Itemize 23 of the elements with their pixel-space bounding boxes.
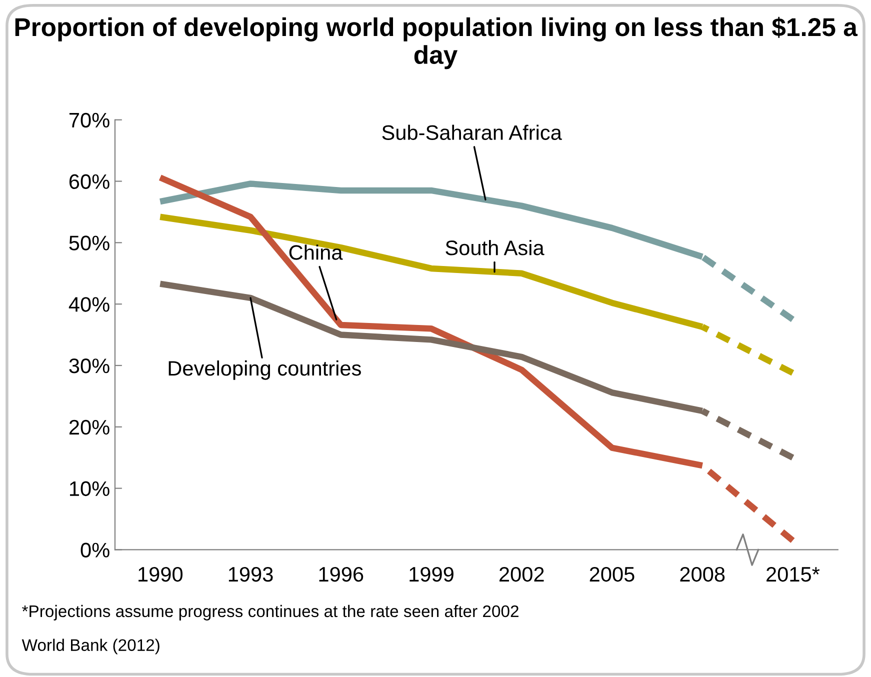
x-tick-label: 2015* (766, 566, 820, 582)
series-label: Developing countries (168, 360, 361, 380)
text: *Projections assume progress continues at the rate seen after 2002 (22, 604, 518, 620)
text: World Bank (2012) (22, 638, 160, 654)
y-tick-label: 70% (69, 112, 110, 128)
x-tick-label: 1993 (228, 566, 273, 582)
series-label: China (289, 244, 343, 260)
x-tick-label: 1996 (319, 566, 364, 582)
text: Sub-Saharan Africa (382, 124, 562, 140)
chart-title: Proportion of developing world population living on less than $1.25 a day (15, 16, 858, 70)
x-tick-label: 1990 (138, 566, 183, 582)
x-tick-label: 1999 (410, 566, 454, 582)
x-tick-label: 2002 (500, 566, 544, 582)
y-tick-label: 40% (68, 297, 110, 312)
x-tick-label: 2008 (680, 566, 725, 582)
y-tick-label: 10% (70, 481, 110, 496)
x-tick-label: 2005 (590, 566, 634, 582)
y-tick-label: 20% (69, 420, 110, 435)
y-tick-label: 30% (69, 358, 110, 374)
y-tick-label: 60% (69, 174, 110, 189)
y-tick-label: 50% (69, 236, 110, 250)
series-label: South Asia (446, 240, 544, 256)
y-tick-label: 0% (80, 542, 110, 558)
